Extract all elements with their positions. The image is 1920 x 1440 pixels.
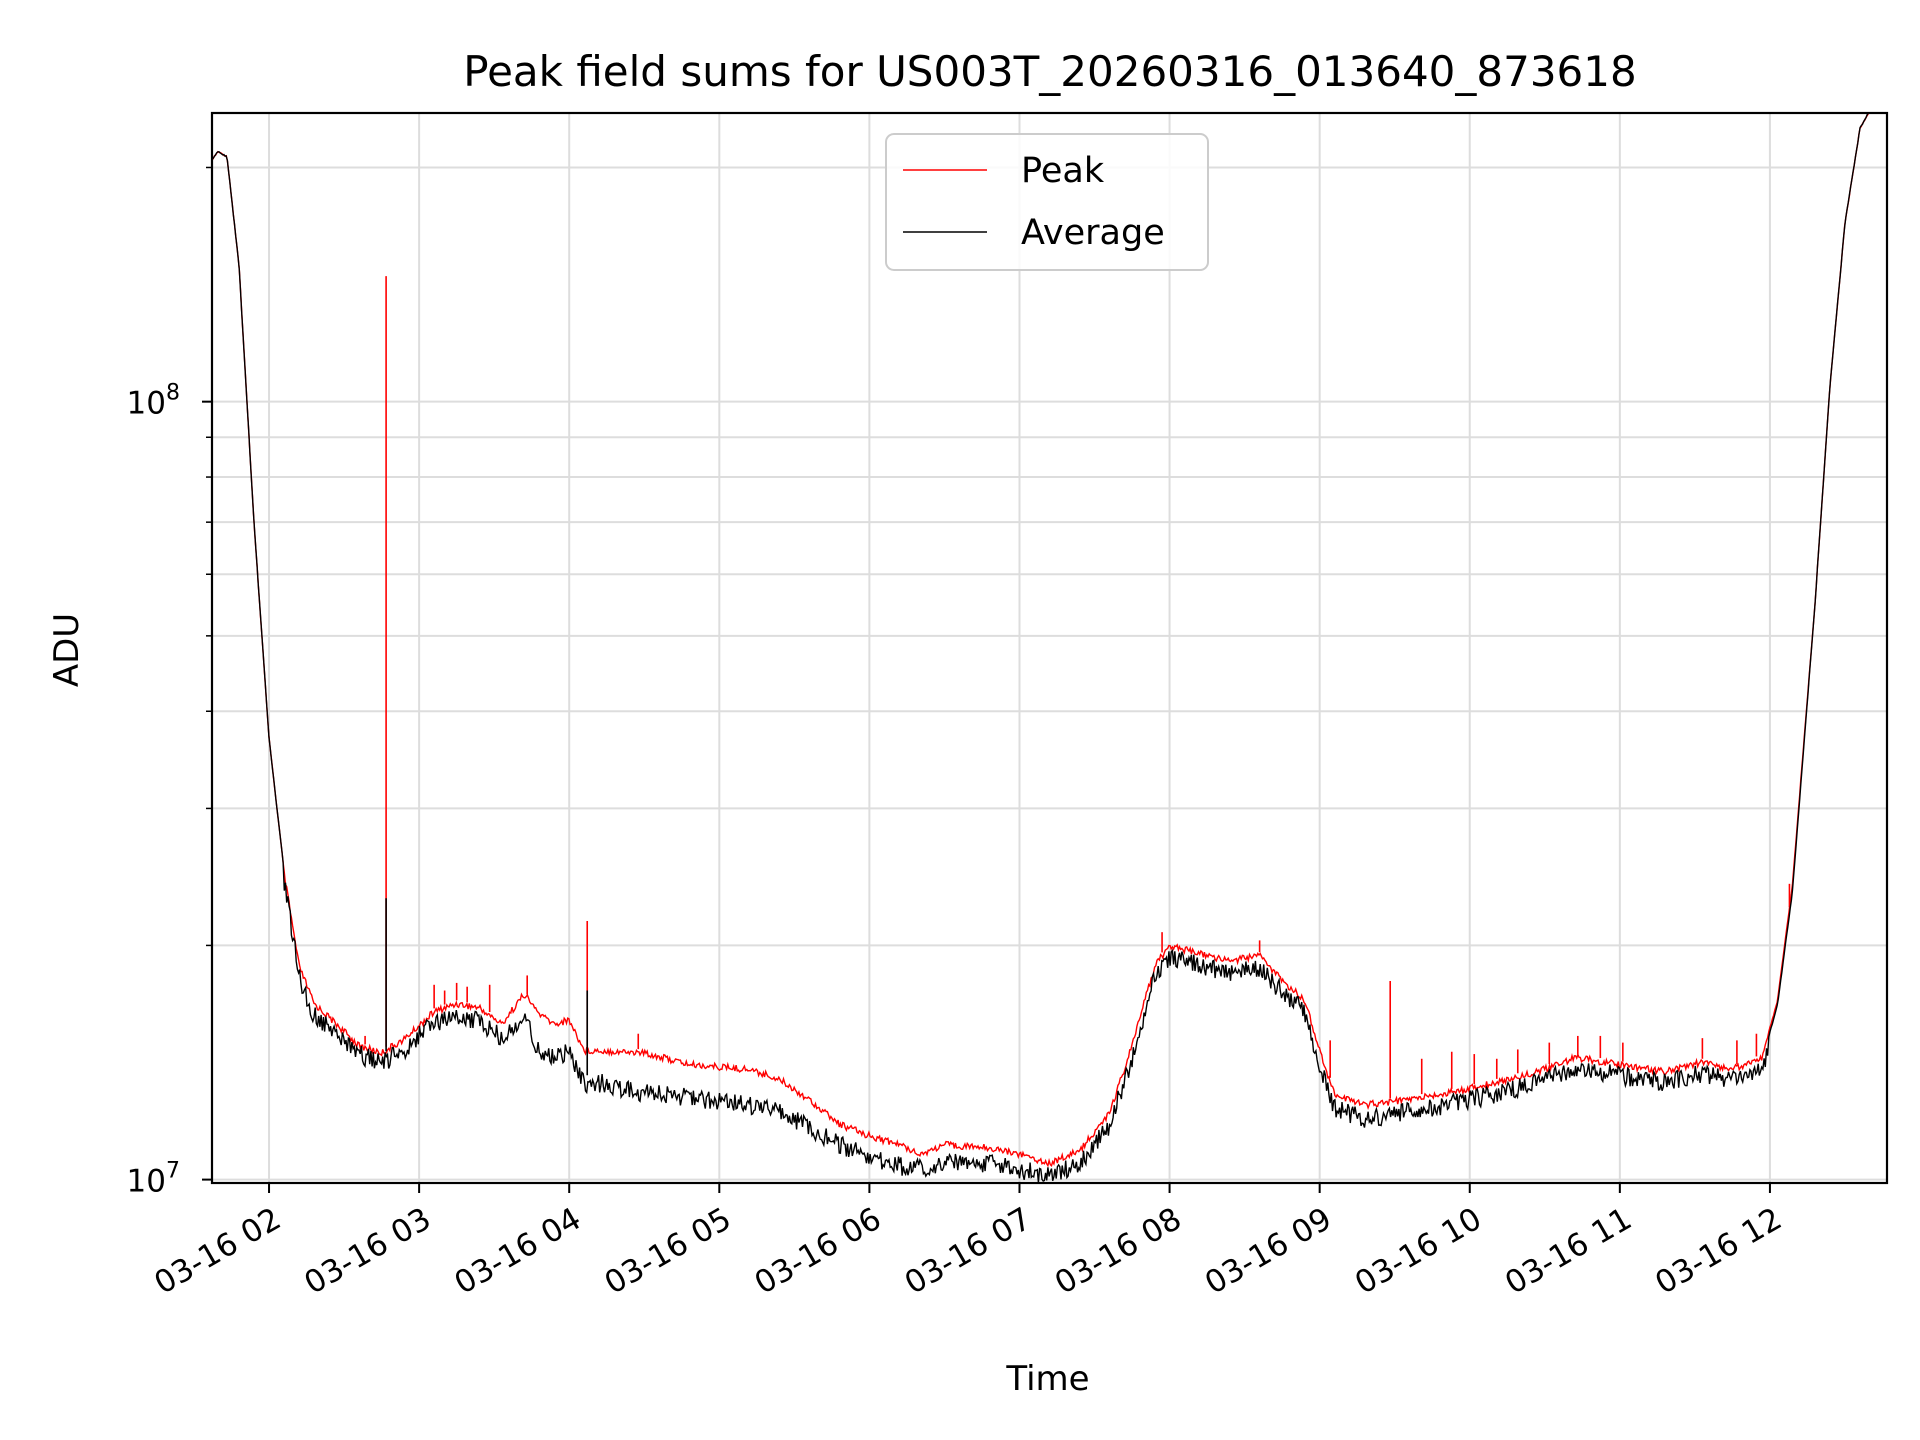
line-average xyxy=(212,113,1870,1183)
legend-label-average: Average xyxy=(1021,213,1165,253)
series-layer xyxy=(212,113,1870,1183)
y-axis-label: ADU xyxy=(47,613,87,687)
y-axis: 107 108 xyxy=(127,166,212,1200)
y-tick-label: 108 xyxy=(127,381,180,422)
legend-label-peak: Peak xyxy=(1021,151,1105,191)
series-average xyxy=(212,113,1870,1183)
plot-frame xyxy=(210,111,1889,1185)
x-axis-label: Time xyxy=(1005,1359,1089,1399)
y-tick-label: 107 xyxy=(127,1159,180,1200)
legend: Peak Average xyxy=(885,133,1209,271)
line-peak xyxy=(212,113,1870,1168)
chart-title: Peak field sums for US003T_20260316_0136… xyxy=(463,47,1636,96)
legend-box xyxy=(885,133,1209,271)
